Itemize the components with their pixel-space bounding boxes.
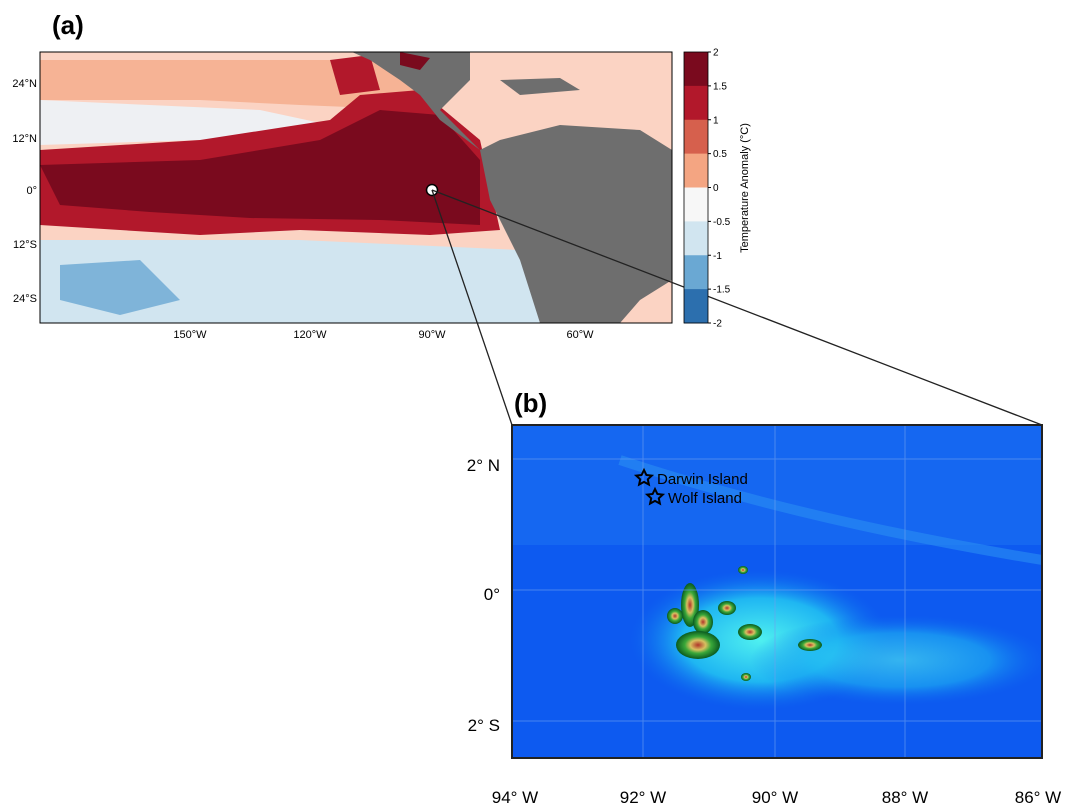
site-label: Darwin Island	[657, 471, 748, 488]
colorbar-band	[684, 153, 708, 188]
colorbar-tick-label: 0.5	[713, 149, 727, 160]
bathymetry-map	[512, 425, 1042, 758]
lon-label: 92° W	[620, 788, 666, 807]
lon-label: 86° W	[1015, 788, 1061, 807]
colorbar: 2 1.5 1 0.5 0 -0.5 -1 -1.5 -2	[683, 48, 731, 330]
lon-label: 120°W	[293, 329, 327, 341]
colorbar-tick-label: -1.5	[713, 285, 731, 296]
colorbar-band	[684, 52, 708, 87]
lat-labels: 24°N 12°N 0° 12°S 24°S	[12, 78, 37, 305]
lon-label: 60°W	[566, 329, 594, 341]
lat-labels: 2° N 0° 2° S	[467, 456, 500, 735]
lat-label: 0°	[26, 185, 37, 197]
zoom-line	[431, 189, 1043, 426]
lon-label: 150°W	[173, 329, 207, 341]
site-star	[644, 486, 666, 506]
lat-label: 24°S	[13, 293, 37, 305]
panel-label: (b)	[514, 388, 547, 418]
lon-label: 88° W	[882, 788, 928, 807]
lat-label: 0°	[484, 585, 500, 604]
colorbar-band	[684, 119, 708, 155]
colorbar-tick-label: 1	[713, 115, 719, 126]
lon-label: 90° W	[752, 788, 798, 807]
colorbar-band	[684, 221, 708, 256]
lon-labels: 150°W 120°W 90°W 60°W	[173, 329, 594, 341]
colorbar-band	[684, 85, 708, 121]
colorbar-band	[684, 255, 708, 290]
lat-label: 12°S	[13, 239, 37, 251]
lon-labels: 94° W 92° W 90° W 88° W 86° W	[492, 788, 1061, 807]
colorbar-band	[684, 187, 708, 222]
colorbar-tick-label: -0.5	[713, 217, 731, 228]
lat-label: 12°N	[12, 133, 37, 145]
colorbar-tick-label: 2	[713, 48, 719, 59]
lon-label: 90°W	[418, 329, 446, 341]
colorbar-tick-label: -2	[713, 319, 722, 330]
lat-label: 24°N	[12, 78, 37, 90]
zoom-line	[431, 189, 513, 426]
site-star	[633, 467, 655, 487]
lat-label: 2° N	[467, 456, 500, 475]
map-frame	[39, 51, 673, 324]
lat-label: 2° S	[468, 716, 500, 735]
anomaly-map	[40, 52, 672, 323]
colorbar-label: Temperature Anomaly (°C)	[739, 123, 751, 253]
map-frame	[511, 424, 1043, 759]
panel-label: (a)	[52, 10, 84, 40]
site-label: Wolf Island	[668, 490, 742, 507]
colorbar-band	[684, 289, 708, 324]
colorbar-tick-label: 1.5	[713, 81, 727, 92]
colorbar-tick-label: 0	[713, 183, 719, 194]
colorbar-tick-label: -1	[713, 251, 722, 262]
lon-label: 94° W	[492, 788, 538, 807]
